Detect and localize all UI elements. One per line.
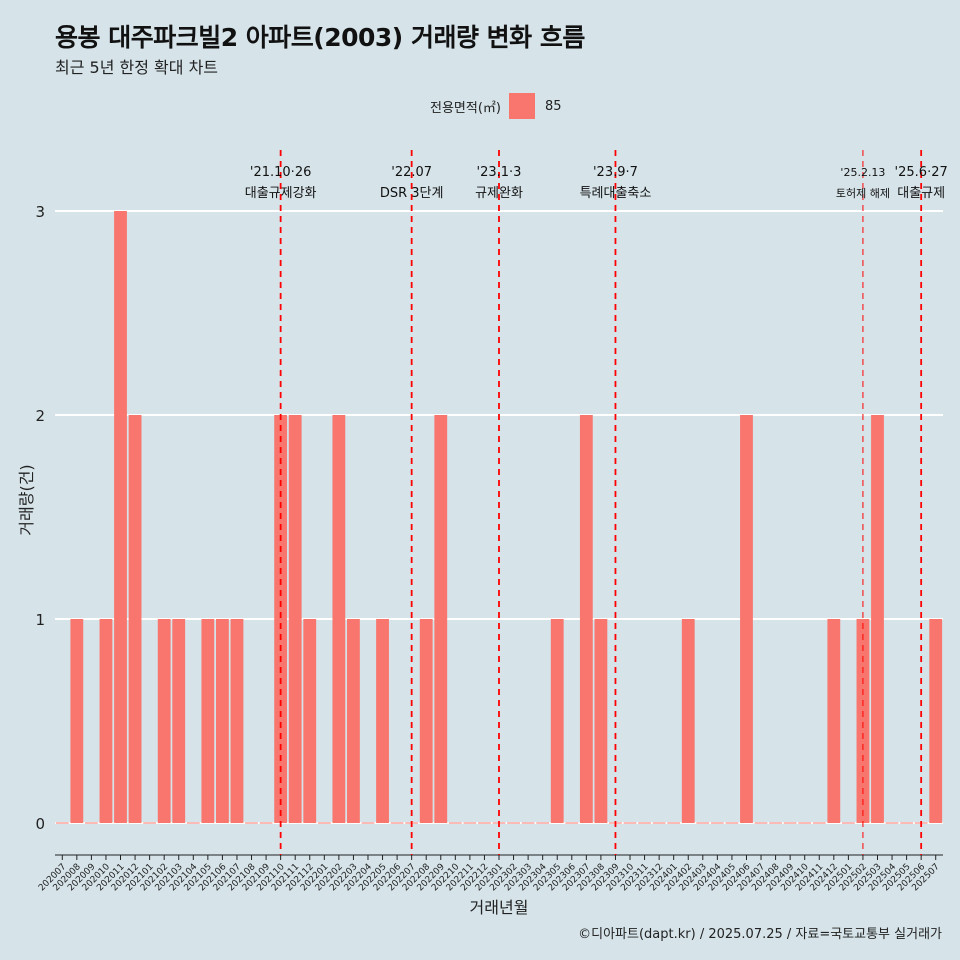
bar: [172, 619, 186, 823]
bar: [332, 415, 346, 823]
bar: [157, 619, 171, 823]
event-label-text: 특례대출축소: [580, 186, 652, 201]
bar: [201, 619, 215, 823]
source-caption: ©디아파트(dapt.kr) / 2025.07.25 / 자료=국토교통부 실…: [578, 927, 942, 942]
event-label-date: '22.07: [391, 165, 432, 180]
legend: 전용면적(㎡) 85: [430, 93, 562, 119]
bar: [681, 619, 695, 823]
bar: [740, 415, 753, 823]
bar: [99, 619, 113, 823]
y-tick-label: 2: [35, 407, 45, 425]
bar: [274, 415, 288, 823]
bar: [303, 619, 317, 823]
event-label-text: DSR 3단계: [380, 186, 444, 201]
event-label-text: 대출규제: [897, 186, 945, 201]
chart-subtitle: 최근 5년 한정 확대 차트: [55, 58, 219, 77]
bar: [827, 619, 841, 823]
event-label-date: '23.1·3: [477, 165, 522, 180]
bar: [230, 619, 244, 823]
bar: [288, 415, 302, 823]
event-label-text: 규제완화: [475, 186, 523, 201]
bar: [579, 415, 593, 823]
bar: [216, 619, 229, 823]
event-label-date: '25.2.13: [840, 166, 885, 179]
event-label-text: 토허제 해제: [836, 186, 890, 200]
bar: [550, 619, 564, 823]
bar: [114, 211, 127, 823]
legend-swatch: [508, 93, 535, 119]
x-axis-title: 거래년월: [470, 898, 529, 917]
bar: [419, 619, 433, 823]
event-label-text: 대출규제강화: [245, 186, 317, 201]
bar: [376, 619, 389, 823]
bar: [871, 415, 884, 823]
y-axis-title: 거래량(건): [17, 464, 36, 535]
bar: [434, 415, 448, 823]
bar: [128, 415, 142, 823]
y-tick-label: 3: [35, 203, 45, 221]
chart-title: 용봉 대주파크빌2 아파트(2003) 거래량 변화 흐름: [55, 23, 585, 52]
y-tick-label: 0: [35, 815, 45, 833]
bar: [347, 619, 360, 823]
event-label-date: '23.9·7: [593, 165, 638, 180]
bar: [594, 619, 608, 823]
event-label-date: '25.6·27: [895, 165, 948, 180]
legend-title: 전용면적(㎡): [430, 100, 501, 116]
legend-item-label: 85: [544, 98, 562, 114]
bar: [929, 619, 943, 823]
bar: [856, 619, 870, 823]
event-label-date: '21.10·26: [250, 165, 311, 180]
y-tick-label: 1: [35, 611, 45, 629]
bar: [70, 619, 84, 823]
